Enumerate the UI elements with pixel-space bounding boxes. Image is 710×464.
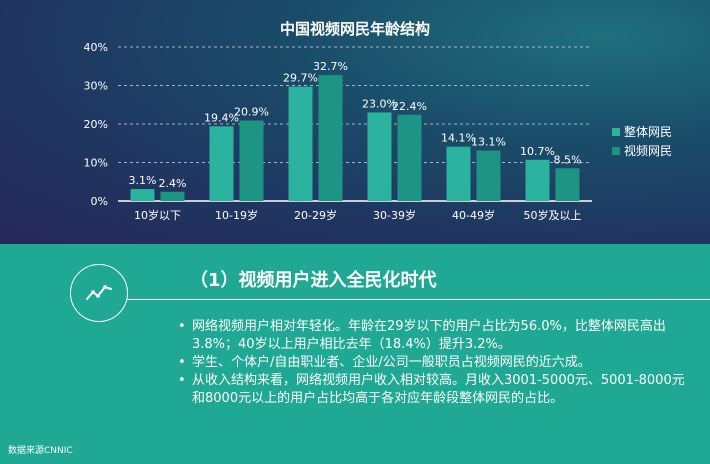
bullet-dot: • [178,355,186,370]
data-label: 3.1% [129,174,157,187]
data-label: 2.4% [159,177,187,190]
bullet-dot: • [178,319,186,334]
data-label: 8.5% [554,153,582,166]
bullet-text: 从收入结构来看，网络视频用户收入相对较高。月收入3001-5000元、5001-… [192,373,685,406]
bar-overall [525,159,550,201]
bar-video [476,150,501,201]
bar-overall [130,189,155,201]
bullet-list: • 网络视频用户相对年轻化。年龄在29岁以下的用户占比为56.0%，比整体网民高出… [178,318,690,408]
bar-overall [288,86,313,201]
x-tick-label: 20-29岁 [294,208,337,222]
bar-overall [209,126,234,201]
bullet-item: • 网络视频用户相对年轻化。年龄在29岁以下的用户占比为56.0%，比整体网民高出… [178,318,690,354]
data-label: 22.4% [392,100,427,113]
section-title: （1）视频用户进入全民化时代 [190,270,437,291]
bullet-item: • 学生、个体户/自由职业者、企业/公司一般职员占视频网民的近六成。 [178,354,690,372]
legend-swatch [612,147,620,155]
data-label: 20.9% [234,106,269,119]
data-label: 29.7% [283,72,318,85]
trend-chart-icon [70,264,128,322]
bar-overall [446,146,471,201]
data-label: 19.4% [204,111,239,124]
bullet-text: 学生、个体户/自由职业者、企业/公司一般职员占视频网民的近六成。 [192,355,591,370]
source-note: 数据来源CNNIC [8,446,73,456]
bar-video [160,191,185,201]
bar-video [239,120,264,201]
y-tick-label: 30% [84,80,108,93]
bar-video [397,114,422,201]
bullet-item: • 从收入结构来看，网络视频用户收入相对较高。月收入3001-5000元、5001… [178,372,690,408]
data-label: 32.7% [313,60,348,73]
bar-video [318,75,343,201]
x-tick-label: 40-49岁 [452,208,495,222]
chart-title: 中国视频网民年龄结构 [279,20,430,38]
y-tick-label: 20% [84,118,108,131]
legend-label: 整体网民 [624,124,672,139]
chart: 0% 10% 20% 30% 40% 3.1% 2.4% 10岁以下 19.4%20.9% 10-… [84,41,672,222]
data-label: 23.0% [362,97,397,110]
y-tick-label: 40% [84,41,108,54]
data-label: 10.7% [520,145,555,158]
chart-panel [0,0,710,244]
bar-overall [367,112,392,201]
title-divider [126,299,710,300]
x-tick-label: 10岁以下 [134,208,181,222]
x-tick-label: 10-19岁 [215,208,258,222]
y-tick-label: 0% [91,195,108,208]
legend-swatch [612,128,620,136]
bullet-text: 网络视频用户相对年轻化。年龄在29岁以下的用户占比为56.0%，比整体网民高出3… [192,319,666,352]
bar-video [555,168,580,201]
bullet-dot: • [178,373,186,388]
x-tick-label: 50岁及以上 [524,208,582,222]
legend-label: 视频网民 [624,143,672,158]
data-label: 13.1% [471,136,506,149]
x-tick-label: 30-39岁 [373,208,416,222]
data-label: 14.1% [441,132,476,145]
y-tick-label: 10% [84,157,108,170]
